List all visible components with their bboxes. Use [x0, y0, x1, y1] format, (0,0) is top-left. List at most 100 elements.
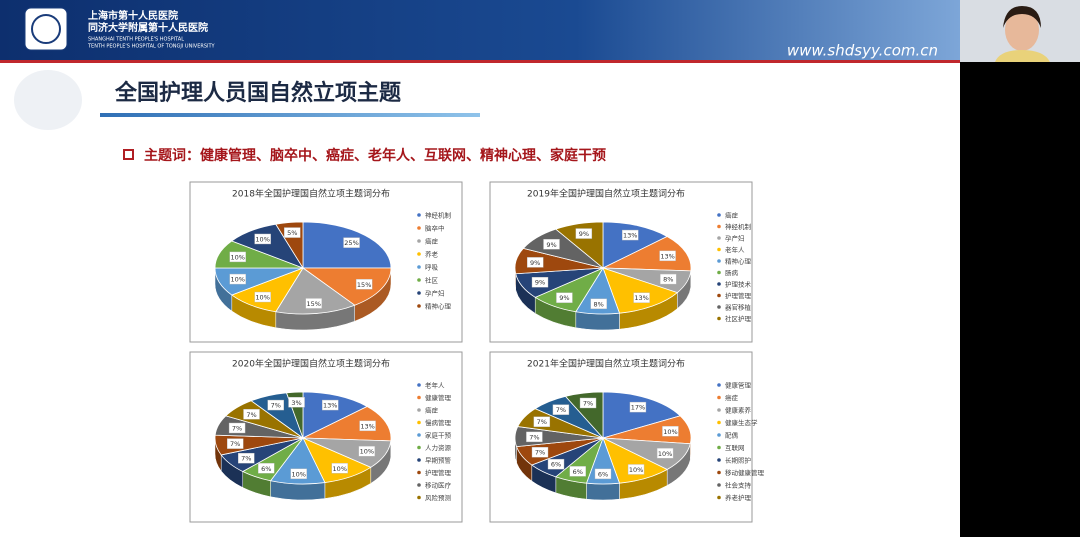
hospital-name: 上海市第十人民医院	[88, 9, 178, 22]
label-box	[531, 447, 549, 458]
slice	[301, 267, 392, 306]
legend-label: 呼吸	[425, 263, 439, 272]
legend-label: 长期照护	[725, 456, 751, 465]
legend-swatch	[417, 395, 421, 400]
legend-label: 护理管理	[725, 291, 752, 300]
hospital-name-en: SHANGHAI TENTH PEOPLE'S HOSPITAL	[88, 37, 184, 43]
pie: 13%13%10%10%10%6%7%7%7%7%7% 3%	[214, 391, 392, 501]
legend-label: 神经机制	[425, 211, 452, 220]
label-box	[547, 458, 565, 470]
legend-swatch	[717, 270, 721, 275]
legend-swatch	[417, 470, 421, 475]
data-label: 6%	[261, 465, 271, 473]
data-label: 8%	[594, 300, 604, 308]
legend-label: 早期预警	[425, 456, 452, 465]
shirt	[995, 50, 1050, 62]
data-label: 10%	[629, 466, 643, 474]
legend-swatch	[717, 247, 721, 252]
label-box	[659, 250, 676, 262]
label-box	[662, 426, 679, 437]
legend-label: 社会支持	[725, 481, 752, 490]
label-box	[629, 401, 647, 413]
chart-title: 2021年全国护理国自然立项主题词分布	[527, 358, 685, 370]
label-box	[556, 292, 573, 303]
data-label: 6%	[551, 461, 561, 469]
label-box	[267, 399, 284, 411]
legend-label: 癌症	[425, 237, 439, 246]
data-label: 10%	[333, 465, 347, 473]
hospital-name-2: 同济大学附属第十人民医院	[88, 21, 208, 34]
label-box	[228, 422, 246, 434]
slice	[602, 221, 669, 269]
data-label: 15%	[357, 281, 371, 289]
data-label: 9%	[535, 279, 545, 287]
label-box	[243, 409, 260, 420]
title-underline	[100, 113, 480, 117]
legend-label: 老年人	[725, 245, 745, 254]
legend-label: 移动医疗	[425, 481, 452, 490]
legend-label: 护理管理	[425, 468, 452, 477]
label-box	[358, 446, 376, 457]
legend-swatch	[717, 395, 721, 400]
legend-swatch	[417, 213, 421, 217]
legend-swatch	[717, 420, 721, 425]
label-box	[633, 292, 650, 303]
legend-label: 养老护理	[725, 493, 752, 502]
data-label: 9%	[559, 294, 569, 302]
slice	[602, 391, 681, 439]
data-label: 7%	[583, 399, 593, 407]
hospital-name-en-2: TENTH PEOPLE'S HOSPITAL OF TONGJI UNIVER…	[87, 44, 216, 50]
legend-swatch	[417, 445, 421, 450]
legend-swatch	[717, 458, 721, 462]
legend-label: 社区	[425, 276, 439, 285]
label-box	[575, 228, 593, 239]
face	[1005, 9, 1039, 51]
legend-swatch	[417, 304, 421, 308]
data-label: 10%	[360, 448, 374, 456]
legend-label: 养老	[425, 250, 439, 259]
data-label: 15%	[307, 300, 321, 308]
label-box	[569, 466, 586, 477]
label-box	[229, 273, 246, 285]
legend-label: 配偶	[725, 431, 739, 440]
legend-swatch	[717, 236, 721, 240]
label-box	[622, 229, 639, 241]
legend-swatch	[417, 495, 421, 500]
data-label: 7%	[232, 424, 242, 432]
data-label: 6%	[573, 468, 583, 476]
pie: 17% 10% 10% 10% 6% 6% 6% 7% 7% 7% 7% 7%	[514, 391, 692, 501]
legend-label: 人力资源	[425, 443, 452, 452]
label-box	[258, 463, 275, 474]
label-box	[229, 251, 246, 263]
legend-swatch	[417, 383, 421, 387]
legend-swatch	[717, 224, 721, 229]
legend-swatch	[717, 316, 721, 321]
data-label: 9%	[546, 241, 556, 249]
legend-swatch	[417, 420, 421, 425]
data-label: 10%	[255, 235, 269, 243]
legend-swatch	[717, 495, 721, 500]
label-box	[526, 431, 543, 443]
legend-swatch	[717, 483, 721, 487]
label-box	[594, 468, 612, 480]
label-box	[322, 399, 339, 411]
pie: 25% 15% 15% 10% 10% 10% 10% 5%	[214, 221, 392, 331]
legend-swatch	[417, 291, 421, 295]
label-box	[552, 404, 570, 415]
data-label: 7%	[556, 406, 566, 414]
data-label: 7%	[241, 455, 251, 463]
data-label: 3%	[291, 399, 301, 407]
legend-label: 健康管理	[425, 393, 452, 402]
legend-swatch	[717, 408, 721, 412]
chart-title: 2020年全国护理国自然立项主题词分布	[232, 358, 390, 370]
legend-swatch	[417, 239, 421, 243]
webcam-area	[960, 0, 1080, 537]
legend-label: 健康生态学	[725, 418, 758, 427]
label-box	[533, 416, 551, 427]
chart-title: 2019年全国护理国自然立项主题词分布	[527, 188, 685, 200]
legend-swatch	[417, 252, 421, 256]
slice	[302, 406, 392, 442]
legend-swatch	[417, 265, 421, 269]
data-label: 10%	[658, 450, 672, 458]
